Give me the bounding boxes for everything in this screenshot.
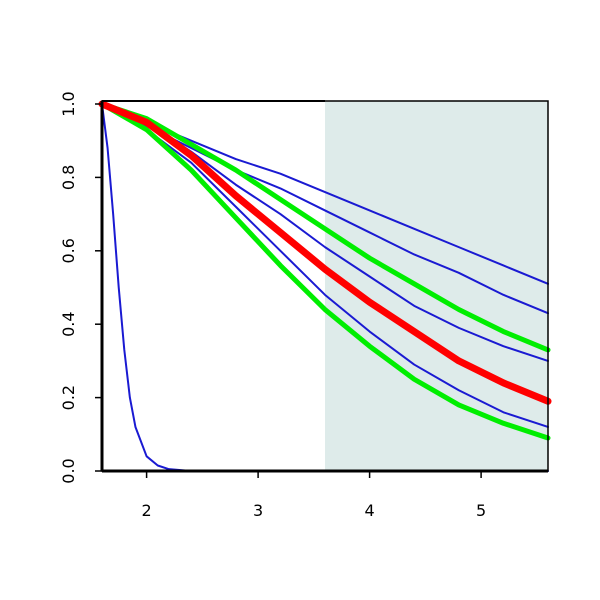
y-tick-label: 1.0 xyxy=(59,91,78,116)
y-tick-label: 0.2 xyxy=(59,385,78,410)
curve xyxy=(99,101,551,441)
x-tick-label: 4 xyxy=(365,501,375,520)
y-tick-label: 0.8 xyxy=(59,165,78,190)
x-tick-label: 2 xyxy=(142,501,152,520)
y-tick-label: 0.4 xyxy=(59,311,78,336)
x-tick-label: 5 xyxy=(476,501,486,520)
y-tick-label: 0.6 xyxy=(59,238,78,263)
curve xyxy=(99,101,551,353)
shaded-region xyxy=(325,101,548,471)
y-tick-label: 0.0 xyxy=(59,458,78,483)
curve xyxy=(101,103,549,428)
x-tick-label: 3 xyxy=(253,501,263,520)
curve xyxy=(98,100,552,405)
